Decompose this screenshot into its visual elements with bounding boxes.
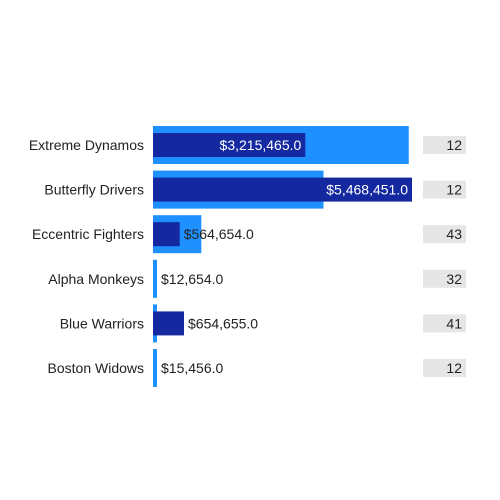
- category-label: Alpha Monkeys: [48, 271, 144, 287]
- category-label: Butterfly Drivers: [44, 182, 144, 198]
- primary-bar: [153, 177, 412, 202]
- count-box: [423, 314, 466, 333]
- count-box: [423, 359, 466, 377]
- category-label: Extreme Dynamos: [29, 137, 144, 153]
- count-box: [423, 136, 466, 154]
- secondary-bar: [153, 259, 157, 298]
- primary-bar: [153, 222, 180, 247]
- category-label: Boston Widows: [48, 360, 144, 376]
- count-label: 12: [446, 182, 462, 198]
- count-box: [423, 225, 466, 244]
- count-label: 12: [446, 360, 462, 376]
- count-box: [423, 269, 466, 288]
- category-label: Eccentric Fighters: [32, 226, 144, 242]
- count-box: [423, 180, 466, 199]
- primary-bar: [153, 133, 306, 157]
- secondary-bar: [153, 349, 157, 387]
- value-label: $15,456.0: [161, 360, 223, 376]
- value-label: $12,654.0: [161, 271, 223, 287]
- count-label: 41: [446, 315, 462, 331]
- count-label: 43: [446, 226, 462, 242]
- value-label: $564,654.0: [184, 226, 254, 242]
- count-label: 12: [446, 137, 462, 153]
- value-label: $5,468,451.0: [326, 182, 408, 198]
- value-label: $654,655.0: [188, 315, 258, 331]
- value-label: $3,215,465.0: [220, 137, 302, 153]
- category-label: Blue Warriors: [60, 315, 144, 331]
- primary-bar: [153, 311, 185, 336]
- count-label: 32: [446, 271, 462, 287]
